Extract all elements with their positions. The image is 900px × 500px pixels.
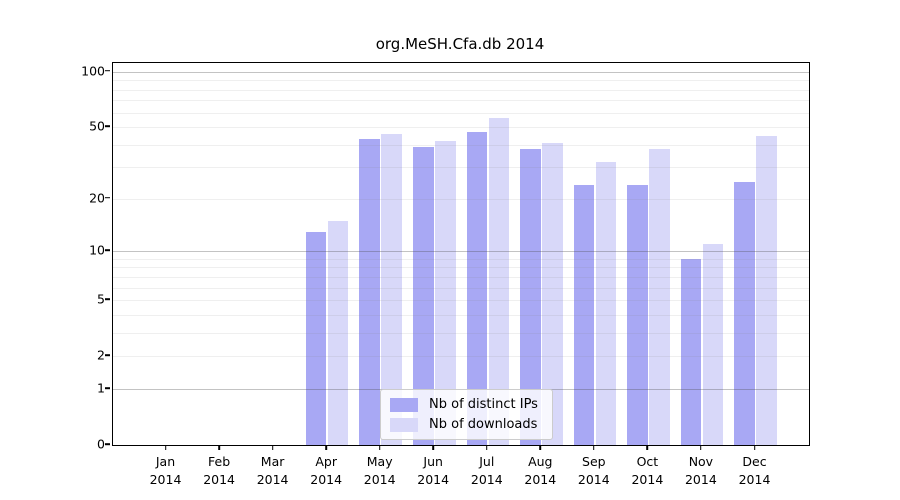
y-tick-mark-0: [105, 443, 110, 445]
legend-item-distinct-ips: Nb of distinct IPs: [390, 397, 538, 412]
bar-distinct-ips-may: [359, 139, 380, 445]
bar-distinct-ips-aug: [520, 148, 541, 445]
legend: Nb of distinct IPs Nb of downloads: [380, 389, 553, 440]
x-tick-label-sep: Sep 2014: [577, 454, 610, 487]
y-tick-mark-20: [105, 197, 110, 199]
x-tick-mark-feb: [218, 445, 220, 450]
bar-downloads-jun: [435, 140, 456, 445]
x-tick-mark-nov: [700, 445, 702, 450]
x-tick-mark-mar: [271, 445, 274, 450]
bar-downloads-oct: [649, 148, 670, 445]
y-tick-mark-1: [105, 387, 110, 389]
x-tick-label-feb: Feb 2014: [203, 454, 235, 487]
legend-swatch-downloads: [390, 417, 418, 432]
bars-layer: [113, 63, 809, 445]
y-tick-label-10: 10: [89, 242, 105, 258]
x-tick-label-nov: Nov 2014: [684, 454, 717, 487]
x-tick-mark-aug: [539, 445, 542, 450]
x-tick-label-aug: Aug 2014: [524, 454, 557, 487]
bar-distinct-ips-sep: [573, 184, 595, 445]
legend-label-downloads: Nb of downloads: [429, 417, 538, 432]
y-tick-mark-100: [105, 70, 110, 72]
x-tick-mark-jun: [432, 445, 434, 450]
x-tick-label-oct: Oct 2014: [631, 454, 664, 487]
bar-distinct-ips-jul: [466, 132, 487, 445]
y-tick-mark-5: [105, 298, 110, 300]
bar-downloads-may: [381, 133, 402, 445]
legend-item-downloads: Nb of downloads: [390, 417, 538, 432]
x-tick-mark-jan: [164, 445, 167, 450]
y-tick-label-20: 20: [89, 190, 105, 206]
x-tick-mark-may: [378, 445, 381, 450]
x-tick-mark-apr: [325, 445, 327, 450]
x-tick-label-jul: Jul 2014: [470, 454, 503, 487]
legend-label-distinct-ips: Nb of distinct IPs: [429, 397, 538, 412]
y-tick-label-2: 2: [97, 347, 105, 363]
bar-distinct-ips-dec: [734, 181, 755, 445]
bar-distinct-ips-nov: [680, 258, 702, 445]
legend-swatch-distinct-ips: [390, 397, 418, 412]
bar-downloads-nov: [702, 244, 724, 445]
bar-downloads-aug: [542, 142, 563, 445]
bar-distinct-ips-jun: [413, 146, 434, 445]
x-tick-label-apr: Apr 2014: [310, 454, 343, 487]
x-tick-label-jan: Jan 2014: [149, 454, 182, 487]
bar-distinct-ips-apr: [305, 231, 327, 445]
bar-downloads-dec: [756, 135, 777, 445]
y-tick-label-1: 1: [97, 380, 105, 396]
bar-downloads-apr: [327, 220, 349, 445]
bar-distinct-ips-oct: [627, 184, 648, 445]
y-tick-label-50: 50: [89, 118, 105, 134]
y-tick-label-100: 100: [81, 63, 105, 79]
x-tick-label-dec: Dec 2014: [738, 454, 771, 487]
x-tick-mark-sep: [593, 445, 595, 450]
y-tick-mark-10: [105, 249, 110, 251]
x-tick-label-jun: Jun 2014: [417, 454, 450, 487]
y-tick-label-5: 5: [97, 291, 105, 307]
y-tick-label-0: 0: [97, 436, 105, 452]
bar-downloads-sep: [595, 162, 617, 445]
x-tick-mark-jul: [486, 445, 488, 450]
x-tick-mark-dec: [753, 445, 756, 450]
bar-downloads-jul: [488, 118, 509, 445]
x-tick-mark-oct: [646, 445, 649, 450]
x-tick-label-mar: Mar 2014: [256, 454, 289, 487]
chart-title: org.MeSH.Cfa.db 2014: [375, 35, 545, 53]
y-tick-mark-50: [105, 125, 110, 127]
y-tick-mark-2: [105, 354, 110, 356]
x-tick-label-may: May 2014: [363, 454, 396, 487]
plot-area: Nb of distinct IPs Nb of downloads: [112, 62, 810, 446]
